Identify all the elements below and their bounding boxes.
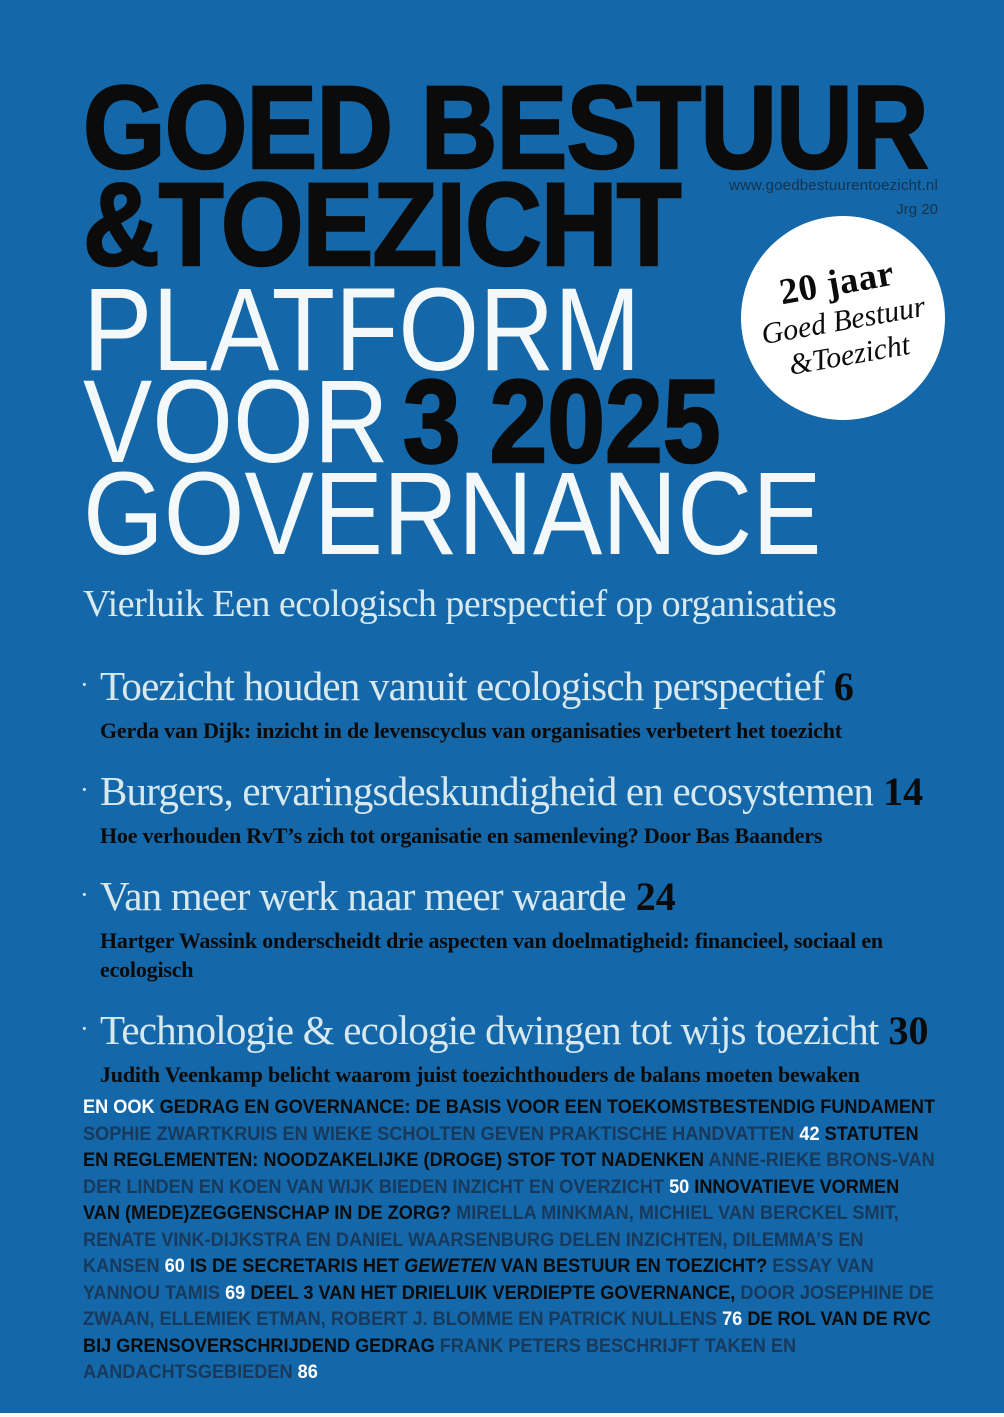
toc-item-page-number: 30 [888,1008,929,1054]
tagline: PLATFORM VOOR 3 2025 GOVERNANCE [83,264,922,580]
toc-item-description: Judith Veenkamp belicht waarom juist toe… [100,1062,860,1088]
toc-item-title-line: Technologie & ecologie dwingen tot wijs … [100,1006,945,1054]
en-ook-segment: SOPHIE ZWARTKRUIS EN WIEKE SCHOLTEN GEVE… [83,1122,795,1145]
toc-item-title: Toezicht houden vanuit ecologisch perspe… [100,663,825,709]
en-ook-segment: STATUTEN EN REGLEMENTEN: NOODZAKELIJKE (… [83,1122,919,1172]
toc-item-description: Hartger Wassink onderscheidt drie aspect… [100,928,883,983]
en-ook-segment: 86 [297,1361,318,1383]
en-ook-segment: 69 [225,1281,246,1304]
en-ook-segment: GEDRAG EN GOVERNANCE: DE BASIS VOOR EEN … [159,1096,936,1118]
en-ook-segment: MIRELLA MINKMAN, MICHIEL VAN BERCKEL SMI… [83,1202,899,1277]
en-ook-segment: ANNE-RIEKE BRONS-VAN DER LINDEN EN KOEN … [83,1149,935,1198]
bullet-icon: · [80,775,89,805]
en-ook-segment: IS DE SECRETARIS HET [189,1255,400,1277]
toc-item-page-number: 24 [635,874,676,920]
tagline-line3: GOVERNANCE [83,448,822,580]
en-ook-label: EN OOK [83,1096,155,1118]
toc-item: · Van meer werk naar meer waarde 24 Hartger… [80,872,945,984]
table-of-contents: Vierluik Een ecologisch perspectief op o… [80,582,945,1111]
toc-item-description: Hoe verhouden RvT’s zich tot organisatie… [100,823,823,849]
en-ook-segment: ESSAY VAN YANNOU TAMIS [83,1255,874,1304]
en-ook-segment: 42 [799,1122,820,1145]
tagline-line2-prefix: VOOR [83,356,389,488]
toc-item-title: Technologie & ecologie dwingen tot wijs … [100,1007,879,1054]
en-ook-segment: DE ROL VAN DE RVC BIJ GRENSOVERSCHRIJDEN… [83,1308,931,1357]
issue-number: 3 2025 [402,356,722,488]
masthead: GOED BESTUUR &TOEZICHT [82,62,1004,291]
en-ook-segment: INNOVATIEVE VORMEN VAN (MEDE)ZEGGENSCHAP… [83,1175,900,1225]
masthead-title-line1: GOED BESTUUR [82,62,930,194]
anniversary-badge: 20 jaar Goed Bestuur &Toezicht [741,216,945,420]
en-ook-segment: VAN BESTUUR EN TOEZICHT? [500,1255,768,1277]
toc-item-page-number: 14 [883,769,924,815]
en-ook-segment: 76 [722,1308,743,1330]
en-ook-segment: 60 [164,1255,185,1277]
en-ook-segment: DEEL 3 VAN HET DRIELUIK VERDIEPTE GOVERN… [250,1281,736,1304]
toc-item-title: Van meer werk naar meer waarde [100,873,627,920]
bullet-icon: · [80,880,89,910]
toc-item: · Burgers, ervaringsdeskundigheid en ecos… [80,767,945,850]
toc-item-title: Burgers, ervaringsdeskundigheid en ecosy… [100,768,874,815]
en-ook-segment: FRANK PETERS BESCHRIJFT TAKEN EN AANDACH… [83,1334,797,1384]
toc-item-title-line: Van meer werk naar meer waarde 24 [100,872,945,920]
toc-item-page-number: 6 [833,664,854,709]
bullet-icon: · [80,670,89,699]
website-url: www.goedbestuurentoezicht.nl [728,177,938,194]
en-ook-text: EN OOK GEDRAG EN GOVERNANCE: DE BASIS VO… [83,1094,939,1386]
toc-item-title-line: Toezicht houden vanuit ecologisch perspe… [100,662,945,710]
toc-section-title: Vierluik Een ecologisch perspectief op o… [83,583,837,625]
toc-item-description: Gerda van Dijk: inzicht in de levenscycl… [100,718,842,743]
tagline-line1: PLATFORM [83,264,641,396]
toc-items: · Toezicht houden vanuit ecologisch persp… [80,662,945,1089]
volume-label: Jrg 20 [896,201,938,218]
toc-item: · Toezicht houden vanuit ecologisch persp… [80,662,945,745]
bottom-edge-strip [0,1413,1004,1417]
en-ook-segment: 50 [669,1175,690,1198]
toc-item: · Technologie & ecologie dwingen tot wijs… [80,1006,945,1089]
bullet-icon: · [80,1014,89,1044]
tagline-line2: VOOR 3 2025 [83,362,822,483]
masthead-title-line2: &TOEZICHT [82,159,683,291]
toc-item-title-line: Burgers, ervaringsdeskundigheid en ecosy… [100,767,945,815]
en-ook-segment: GEWETEN [404,1255,496,1277]
en-ook-segment: DOOR JOSEPHINE DE ZWAAN, ELLEMIEK ETMAN,… [83,1281,934,1331]
